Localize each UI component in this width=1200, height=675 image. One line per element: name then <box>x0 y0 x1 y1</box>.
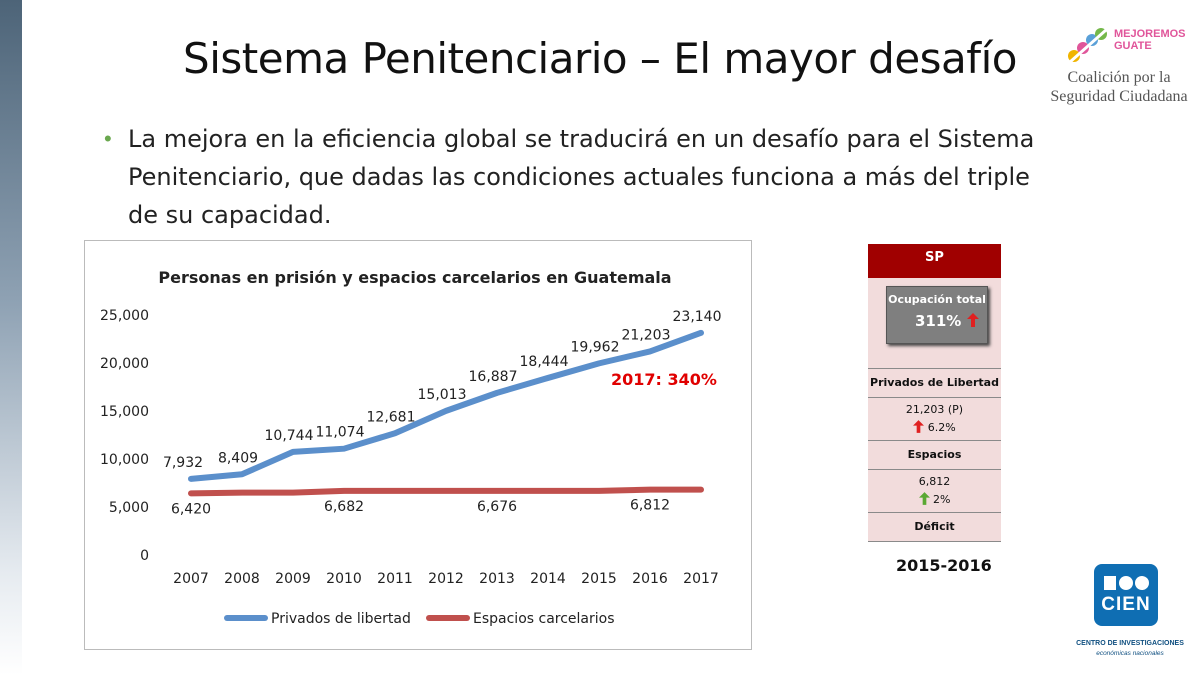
espacios-change: 2% <box>868 492 1001 506</box>
cien-blocks-icon <box>1104 576 1149 590</box>
data-label-privados: 23,140 <box>673 309 722 325</box>
cien-tile: CIEN <box>1094 564 1158 626</box>
x-tick-label: 2016 <box>632 571 668 587</box>
chart-title: Personas en prisión y espacios carcelari… <box>158 268 671 287</box>
y-axis: 0 5,000 10,000 15,000 20,000 25,000 <box>100 308 149 564</box>
series-lines <box>188 329 704 497</box>
occupation-box: Ocupación total 311% <box>886 286 988 344</box>
occupation-cell: Ocupación total 311% <box>868 278 1001 369</box>
y-tick-label: 15,000 <box>100 404 149 420</box>
x-tick-label: 2017 <box>683 571 719 587</box>
x-tick-label: 2007 <box>173 571 209 587</box>
x-tick-label: 2015 <box>581 571 617 587</box>
espacios-values: 6,812 2% <box>868 470 1001 513</box>
up-arrow-green-icon <box>918 492 930 505</box>
cien-word: CIEN <box>1101 594 1151 615</box>
espacios-header: Espacios <box>868 441 1001 470</box>
cien-subtitle: económicas nacionales <box>1096 650 1164 657</box>
data-label-privados: 7,932 <box>163 455 203 471</box>
data-label-privados: 11,074 <box>316 425 365 441</box>
mejoremos-guate-wordmark: MEJOREMOS GUATE <box>1114 28 1186 52</box>
chart-frame: Personas en prisión y espacios carcelari… <box>84 240 752 650</box>
data-label-privados: 15,013 <box>418 387 467 403</box>
line-chart: Personas en prisión y espacios carcelari… <box>100 268 722 627</box>
privados-header: Privados de Libertad <box>868 369 1001 398</box>
series-line-privados <box>188 329 704 482</box>
y-tick-label: 10,000 <box>100 452 149 468</box>
sp-header: SP <box>868 244 1001 278</box>
slide-title: Sistema Penitenciario – El mayor desafío <box>183 34 1017 83</box>
data-label-privados: 18,444 <box>520 354 569 370</box>
left-decorative-stripe <box>0 0 22 675</box>
data-label-espacios: 6,682 <box>324 499 364 515</box>
data-label-privados: 8,409 <box>218 450 258 466</box>
espacios-value: 6,812 <box>918 475 951 488</box>
sp-summary-table: SP Ocupación total 311% Privados de Libe… <box>868 244 1001 542</box>
legend-label: Privados de libertad <box>271 611 411 627</box>
deficit-header: Déficit <box>868 513 1001 542</box>
mejoremos-emblem-icon <box>1068 28 1107 64</box>
x-tick-label: 2009 <box>275 571 311 587</box>
data-label-espacios: 6,420 <box>171 501 211 517</box>
bullet-point: • La mejora en la eficiencia global se t… <box>104 120 1064 234</box>
data-label-privados: 10,744 <box>265 428 314 444</box>
up-arrow-red-icon <box>913 420 925 433</box>
privados-change: 6.2% <box>868 420 1001 434</box>
data-label-privados: 16,887 <box>469 369 518 385</box>
bullet-text: La mejora en la eficiencia global se tra… <box>128 125 1035 229</box>
annotation-callout: 2017: 340% <box>611 370 717 389</box>
y-tick-label: 0 <box>140 548 149 564</box>
y-tick-label: 20,000 <box>100 356 149 372</box>
privados-values: 21,203 (P) 6.2% <box>868 398 1001 441</box>
bullet-icon: • <box>104 126 112 151</box>
cien-name: CENTRO DE INVESTIGACIONES <box>1076 640 1184 647</box>
cien-logo: CIEN CENTRO DE INVESTIGACIONES económica… <box>1066 562 1194 662</box>
data-labels: 7,932 8,409 10,744 11,07412,68115,01316,887… <box>163 309 722 518</box>
period-label: 2015-2016 <box>896 556 992 575</box>
x-tick-label: 2010 <box>326 571 362 587</box>
occupation-label: Ocupación total <box>888 293 986 306</box>
data-label-privados: 12,681 <box>367 409 416 425</box>
data-label-privados: 19,962 <box>571 339 620 355</box>
up-arrow-red-icon <box>966 313 979 327</box>
x-tick-label: 2012 <box>428 571 464 587</box>
series-line-espacios <box>188 486 704 497</box>
privados-value: 21,203 (P) <box>905 403 964 416</box>
x-axis: 2007 2008 2009 2010 2011 2012 2013 2014 2015 2016… <box>173 571 719 587</box>
y-tick-label: 25,000 <box>100 308 149 324</box>
x-tick-label: 2011 <box>377 571 413 587</box>
coalicion-text: Coalición por la Seguridad Ciudadana <box>1050 69 1188 105</box>
x-tick-label: 2008 <box>224 571 260 587</box>
legend-label: Espacios carcelarios <box>473 611 615 627</box>
data-label-privados: 21,203 <box>622 327 671 343</box>
y-tick-label: 5,000 <box>109 500 149 516</box>
data-label-espacios: 6,812 <box>630 498 670 514</box>
chart-legend: Privados de libertad Espacios carcelarios <box>224 611 615 627</box>
mejoremos-guate-logo: MEJOREMOS GUATE Coalición por la Segurid… <box>1044 20 1194 124</box>
occupation-value: 311% <box>915 312 979 330</box>
x-tick-label: 2014 <box>530 571 566 587</box>
data-label-espacios: 6,676 <box>477 499 517 515</box>
x-tick-label: 2013 <box>479 571 515 587</box>
